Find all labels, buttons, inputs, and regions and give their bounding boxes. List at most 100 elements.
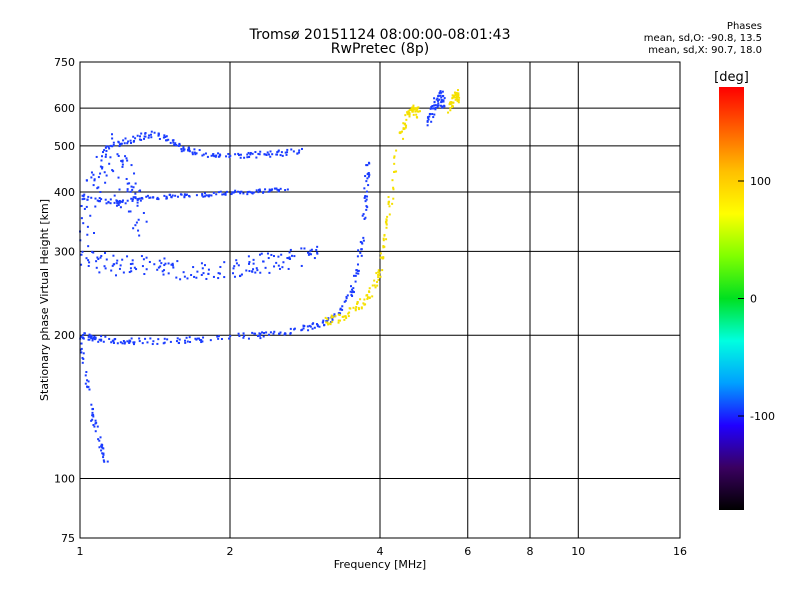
data-point: [415, 113, 418, 116]
data-point: [162, 273, 165, 276]
data-point: [349, 307, 352, 310]
data-point: [139, 135, 142, 138]
data-point: [102, 340, 105, 343]
data-point: [455, 98, 458, 101]
data-point: [109, 144, 112, 147]
data-point: [111, 133, 114, 136]
data-point: [242, 336, 245, 339]
data-point: [88, 333, 91, 336]
data-point: [109, 202, 112, 205]
data-point: [242, 192, 245, 195]
data-point: [96, 425, 99, 428]
data-point: [407, 113, 410, 116]
y-tick-label: 200: [54, 329, 75, 342]
data-point: [87, 335, 90, 338]
data-point: [411, 107, 414, 110]
data-point: [352, 291, 355, 294]
data-point: [128, 341, 131, 344]
data-point: [108, 147, 111, 150]
data-point: [442, 100, 445, 103]
data-point: [405, 124, 408, 127]
data-point: [347, 312, 350, 315]
grid-lines: [80, 62, 680, 538]
chart-subtitle: RwPretec (8p): [330, 41, 430, 57]
data-point: [134, 224, 137, 227]
data-point: [268, 190, 271, 193]
data-point: [330, 316, 333, 319]
data-point: [242, 332, 245, 335]
data-point: [104, 335, 107, 338]
data-point: [348, 311, 351, 314]
data-point: [138, 190, 141, 193]
data-point: [246, 156, 249, 159]
data-point: [341, 315, 344, 318]
data-point: [152, 196, 155, 199]
data-point: [290, 254, 293, 257]
data-point: [228, 337, 231, 340]
data-point: [180, 148, 183, 151]
phase-stats-heading: Phases: [726, 21, 762, 32]
x-tick-label: 10: [571, 545, 585, 558]
data-point: [364, 200, 367, 203]
data-point: [362, 239, 365, 242]
data-point: [371, 295, 374, 298]
data-point: [104, 267, 107, 270]
data-point: [337, 321, 340, 324]
data-point: [341, 305, 344, 308]
data-point: [170, 196, 173, 199]
data-point: [132, 196, 135, 199]
data-point: [249, 151, 252, 154]
data-point: [186, 277, 189, 280]
data-point: [129, 210, 132, 213]
data-point: [266, 252, 269, 255]
data-point: [123, 342, 126, 345]
data-point: [357, 306, 360, 309]
data-point: [136, 134, 139, 137]
data-point: [412, 113, 415, 116]
data-point: [96, 256, 99, 259]
y-tick-label: 600: [54, 102, 75, 115]
data-point: [93, 178, 96, 181]
data-point: [238, 154, 241, 157]
colorbar-ticks: 100 0 -100: [738, 175, 775, 423]
data-point: [412, 104, 415, 107]
data-point: [307, 253, 310, 256]
data-point: [97, 438, 100, 441]
data-point: [160, 262, 163, 265]
data-point: [183, 148, 186, 151]
data-point: [253, 191, 256, 194]
data-point: [157, 134, 160, 137]
data-point: [121, 160, 124, 163]
data-point: [343, 300, 346, 303]
data-point: [277, 149, 280, 152]
phase-stats-o-mode: mean, sd,O: -90.8, 13.5: [643, 33, 762, 44]
data-point: [90, 176, 93, 179]
data-point: [355, 272, 358, 275]
data-point: [112, 254, 115, 257]
data-point: [344, 315, 347, 318]
data-point: [286, 256, 289, 259]
data-point: [361, 242, 364, 245]
data-point: [144, 337, 147, 340]
data-point: [363, 298, 366, 301]
data-point: [92, 424, 95, 427]
data-point: [326, 321, 329, 324]
data-point: [434, 106, 437, 109]
data-point: [288, 256, 291, 259]
data-point: [365, 205, 368, 208]
data-point: [431, 105, 434, 108]
data-point: [113, 194, 116, 197]
data-point: [120, 142, 123, 145]
data-point: [185, 193, 188, 196]
data-point: [97, 200, 100, 203]
data-point: [404, 126, 407, 129]
data-point: [200, 339, 203, 342]
data-point: [440, 99, 443, 102]
data-point: [366, 195, 369, 198]
data-point: [316, 325, 319, 328]
data-point: [352, 287, 355, 290]
data-point: [90, 196, 93, 199]
data-point: [210, 154, 213, 157]
data-point: [225, 155, 228, 158]
data-point: [436, 99, 439, 102]
